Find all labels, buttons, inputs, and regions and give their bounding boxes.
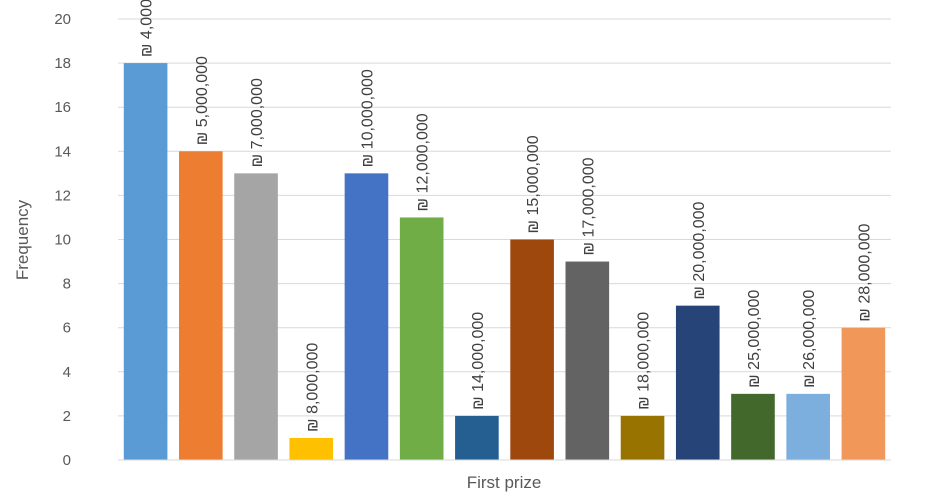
data-label: ₪ 14,000,000 xyxy=(470,312,487,410)
y-axis-ticks: 0 2 4 6 8 10 12 14 16 18 20 xyxy=(54,11,71,469)
x-axis-title: First prize xyxy=(467,473,542,492)
data-label: ₪ 10,000,000 xyxy=(359,69,376,167)
y-tick-label: 16 xyxy=(54,99,71,116)
bar xyxy=(565,261,610,460)
data-label: ₪ 4,000,000 xyxy=(139,0,156,57)
y-tick-label: 20 xyxy=(54,11,71,28)
data-label: ₪ 28,000,000 xyxy=(856,223,873,321)
y-tick-label: 2 xyxy=(63,408,71,425)
y-tick-label: 18 xyxy=(54,55,71,72)
bar xyxy=(620,415,665,460)
bars xyxy=(123,63,886,461)
data-label: ₪ 17,000,000 xyxy=(580,157,597,255)
data-label: ₪ 15,000,000 xyxy=(525,135,542,233)
data-label: ₪ 12,000,000 xyxy=(415,113,432,211)
bar xyxy=(179,151,223,461)
y-tick-label: 6 xyxy=(63,320,71,337)
y-tick-label: 10 xyxy=(54,232,71,249)
bar xyxy=(786,393,830,460)
y-tick-label: 12 xyxy=(54,187,71,204)
data-label: ₪ 7,000,000 xyxy=(249,78,266,167)
y-tick-label: 4 xyxy=(63,364,71,381)
bar xyxy=(123,63,168,460)
bar xyxy=(344,173,389,460)
bar xyxy=(731,393,775,460)
bar xyxy=(510,239,554,460)
y-tick-label: 8 xyxy=(63,276,71,293)
data-labels: ₪ 4,000,000 ₪ 5,000,000 ₪ 7,000,000 ₪ 8,000… xyxy=(139,0,874,432)
data-label: ₪ 5,000,000 xyxy=(194,56,211,145)
gridlines xyxy=(118,18,891,417)
data-label: ₪ 25,000,000 xyxy=(746,290,763,388)
data-label: ₪ 18,000,000 xyxy=(636,312,653,410)
bar xyxy=(455,415,499,460)
bar xyxy=(234,173,278,460)
bar xyxy=(675,305,720,460)
data-label: ₪ 20,000,000 xyxy=(691,201,708,299)
bar xyxy=(289,437,334,460)
y-axis-title: Frequency xyxy=(13,199,32,280)
bar xyxy=(399,217,444,460)
bar xyxy=(841,327,886,460)
data-label: ₪ 8,000,000 xyxy=(304,343,321,432)
data-label: ₪ 26,000,000 xyxy=(801,290,818,388)
y-tick-label: 14 xyxy=(54,143,71,160)
y-tick-label: 0 xyxy=(63,452,71,469)
